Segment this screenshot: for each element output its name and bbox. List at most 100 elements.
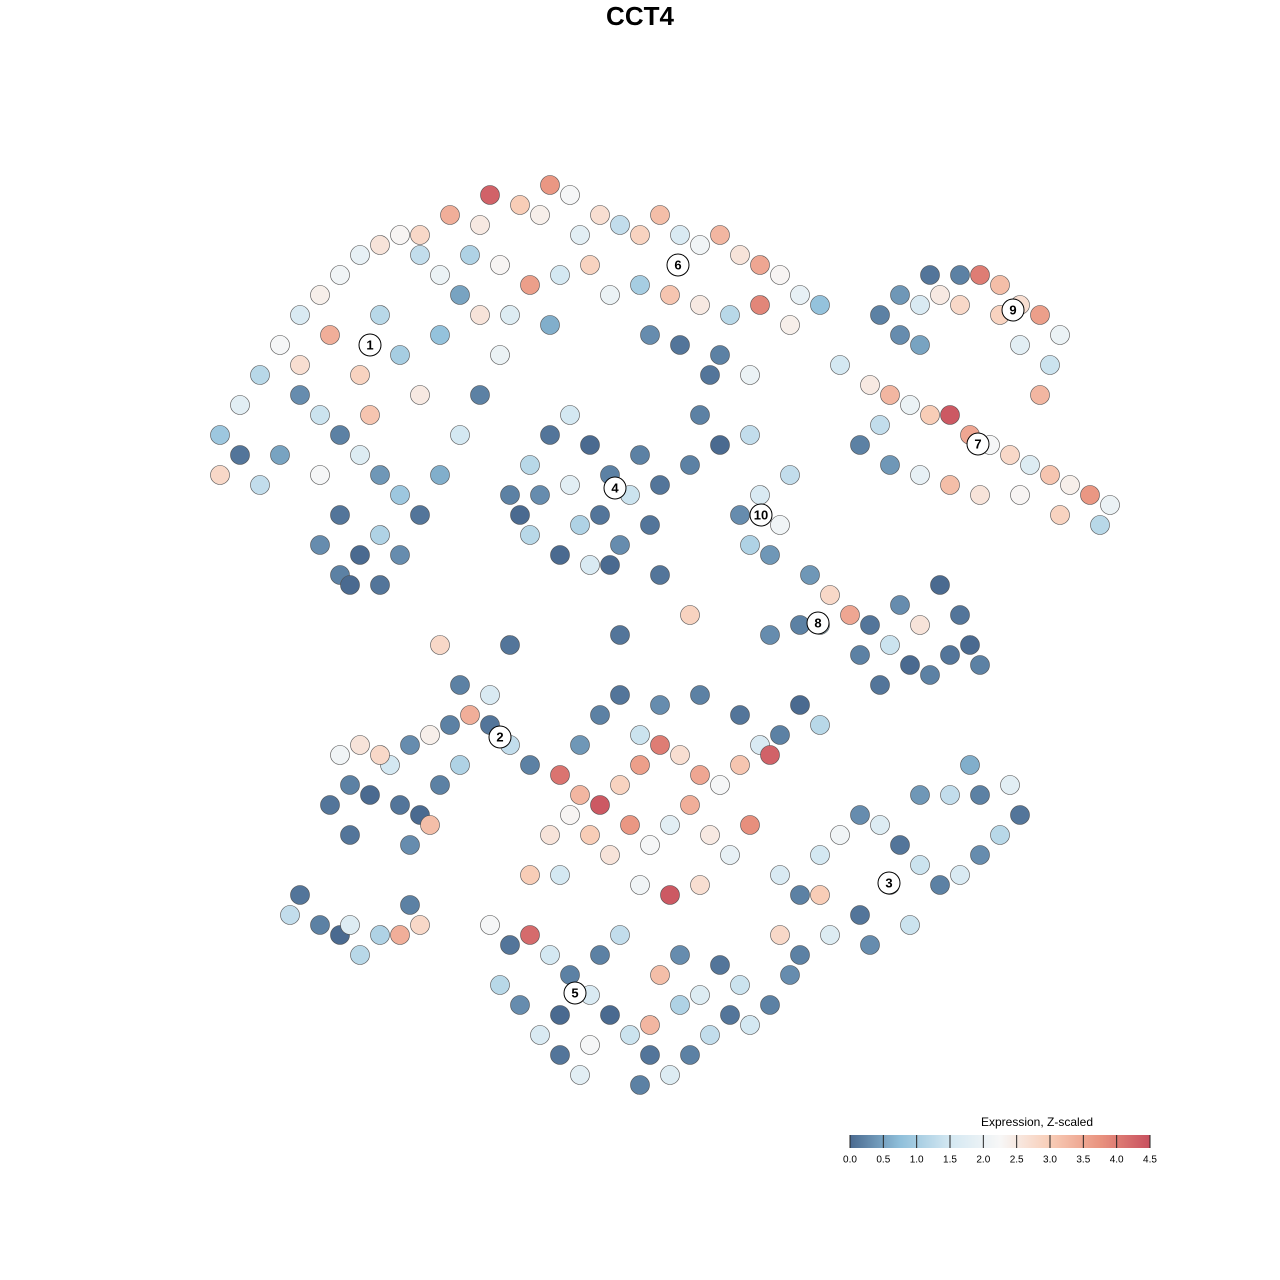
- point: [370, 745, 390, 765]
- point: [970, 265, 990, 285]
- point: [770, 515, 790, 535]
- point: [250, 475, 270, 495]
- point: [290, 355, 310, 375]
- point: [430, 775, 450, 795]
- point: [580, 1035, 600, 1055]
- point: [290, 885, 310, 905]
- point: [330, 505, 350, 525]
- point: [750, 255, 770, 275]
- point: [920, 405, 940, 425]
- point: [930, 285, 950, 305]
- point: [520, 455, 540, 475]
- point: [690, 985, 710, 1005]
- point: [810, 885, 830, 905]
- colorbar-tick-label: 3.5: [1076, 1155, 1090, 1166]
- point: [550, 765, 570, 785]
- cluster-label: 5: [571, 985, 578, 1000]
- point: [760, 545, 780, 565]
- point: [630, 725, 650, 745]
- point: [890, 285, 910, 305]
- point: [640, 835, 660, 855]
- point: [840, 605, 860, 625]
- point: [520, 275, 540, 295]
- point: [730, 705, 750, 725]
- point: [540, 825, 560, 845]
- point: [370, 575, 390, 595]
- point: [970, 845, 990, 865]
- point: [1090, 515, 1110, 535]
- point: [710, 775, 730, 795]
- point: [810, 295, 830, 315]
- point: [650, 695, 670, 715]
- point: [510, 995, 530, 1015]
- point: [450, 285, 470, 305]
- point: [720, 845, 740, 865]
- cluster-label-bg: [806, 611, 830, 635]
- point: [990, 275, 1010, 295]
- point: [480, 685, 500, 705]
- point: [950, 865, 970, 885]
- point: [630, 445, 650, 465]
- cluster-label-bg: [1001, 298, 1025, 322]
- point: [760, 625, 780, 645]
- point: [350, 945, 370, 965]
- point: [440, 205, 460, 225]
- cluster-label-bg: [749, 503, 773, 527]
- point: [790, 615, 810, 635]
- point: [540, 315, 560, 335]
- point: [630, 225, 650, 245]
- point: [900, 395, 920, 415]
- point: [970, 655, 990, 675]
- point: [660, 285, 680, 305]
- point: [360, 785, 380, 805]
- point: [600, 1005, 620, 1025]
- point: [860, 935, 880, 955]
- point: [410, 505, 430, 525]
- point: [500, 305, 520, 325]
- point: [740, 815, 760, 835]
- point: [650, 205, 670, 225]
- point: [600, 555, 620, 575]
- point: [770, 265, 790, 285]
- point: [870, 415, 890, 435]
- point: [1040, 355, 1060, 375]
- point: [370, 465, 390, 485]
- point: [670, 225, 690, 245]
- point: [450, 675, 470, 695]
- point: [370, 305, 390, 325]
- point: [440, 715, 460, 735]
- point: [480, 915, 500, 935]
- point: [870, 305, 890, 325]
- point: [880, 385, 900, 405]
- point: [480, 185, 500, 205]
- point: [310, 405, 330, 425]
- colorbar-ticks: 0.0 0.5 1.0 1.5 2.0 2.5 3.0 3.5 4.0 4.5: [843, 1135, 1157, 1166]
- point: [560, 475, 580, 495]
- point: [530, 485, 550, 505]
- point: [610, 685, 630, 705]
- point: [740, 1015, 760, 1035]
- point: [230, 445, 250, 465]
- point: [520, 525, 540, 545]
- point: [310, 915, 330, 935]
- point: [690, 685, 710, 705]
- point: [540, 425, 560, 445]
- point: [640, 1045, 660, 1065]
- cluster-label: 1: [366, 337, 373, 352]
- cluster-label: 2: [496, 729, 503, 744]
- point: [580, 255, 600, 275]
- point: [560, 805, 580, 825]
- point: [570, 735, 590, 755]
- point: [1100, 495, 1120, 515]
- point: [720, 305, 740, 325]
- point: [390, 795, 410, 815]
- point: [940, 645, 960, 665]
- point: [410, 915, 430, 935]
- point: [680, 1045, 700, 1065]
- point: [350, 445, 370, 465]
- point: [610, 925, 630, 945]
- point: [710, 225, 730, 245]
- point: [900, 915, 920, 935]
- point: [510, 195, 530, 215]
